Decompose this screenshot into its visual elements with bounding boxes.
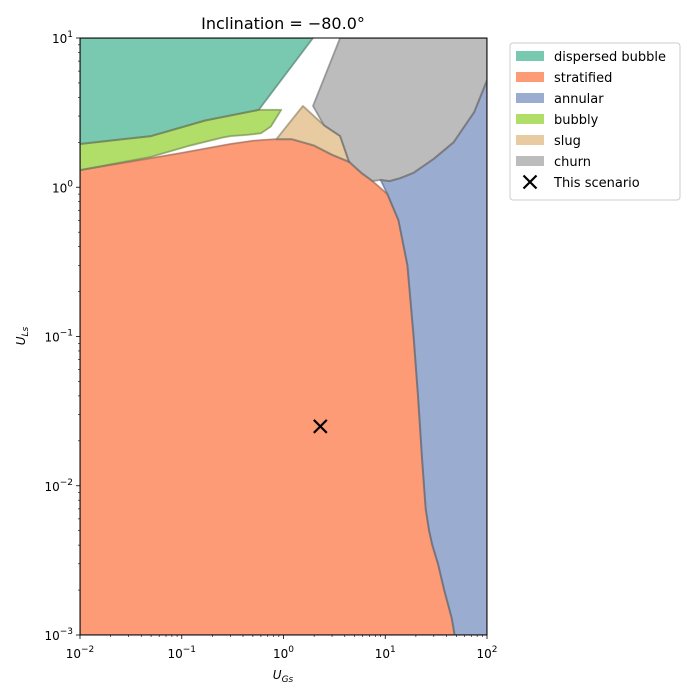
legend-swatch [516,156,544,166]
x-tick-label: 100 [273,645,294,661]
legend-swatch [516,135,544,145]
legend-item-dispersed-bubble: dispersed bubble [516,50,666,65]
region-boundary-annular [379,79,487,635]
region-boundary-dispersed-bubble [80,38,314,145]
legend-label: stratified [554,71,612,86]
region-boundary-bubbly [80,108,283,172]
legend-item-annular: annular [516,92,604,107]
x-axis-label: UGs [273,668,294,685]
scenario-marker-stroke [313,419,328,434]
y-tick-label: 100 [52,179,73,195]
legend-label: This scenario [553,176,640,191]
legend-label: churn [554,155,591,170]
legend-frame [509,42,681,201]
x-tick-label: 10−1 [167,645,196,661]
legend-item-stratified: stratified [516,71,612,86]
x-tick-label: 102 [476,645,497,661]
regime-regions [80,38,487,635]
region-boundary-slug [275,105,350,163]
legend-item-this-scenario: This scenario [522,174,640,191]
y-tick-label: 101 [52,30,73,46]
legend-item-churn: churn [516,155,591,170]
x-tick-label: 10−2 [66,645,95,661]
region-bubbly [80,109,283,171]
legend-swatch [516,51,544,61]
region-boundary-churn [312,38,487,183]
scenario-marker [313,419,328,434]
x-axis: 10−2 10−1 100 101 102 [66,635,498,661]
legend-item-bubbly: bubbly [516,113,599,128]
legend-swatch [516,93,544,103]
legend-item-slug: slug [516,134,581,149]
legend-label: slug [554,134,581,149]
y-axis: 10−3 10−2 10−1 100 101 [44,30,80,643]
legend-label: bubbly [554,113,599,128]
legend-swatch [516,72,544,82]
region-churn [312,38,487,182]
y-axis-label: ULs [14,326,31,345]
legend-label: annular [554,92,604,107]
y-tick-label: 10−1 [44,329,73,345]
legend-label: dispersed bubble [554,50,666,65]
scenario-marker-layer [313,419,328,434]
chart-title: Inclination = −80.0° [201,14,365,33]
y-tick-label: 10−2 [44,478,73,494]
y-tick-label: 10−3 [44,627,73,643]
region-boundary-stratified [80,138,456,635]
legend: dispersed bubble stratified annular bubbly s… [509,42,681,201]
legend-swatch [516,114,544,124]
x-tick-label: 101 [375,645,396,661]
legend-marker-stroke [522,174,538,190]
